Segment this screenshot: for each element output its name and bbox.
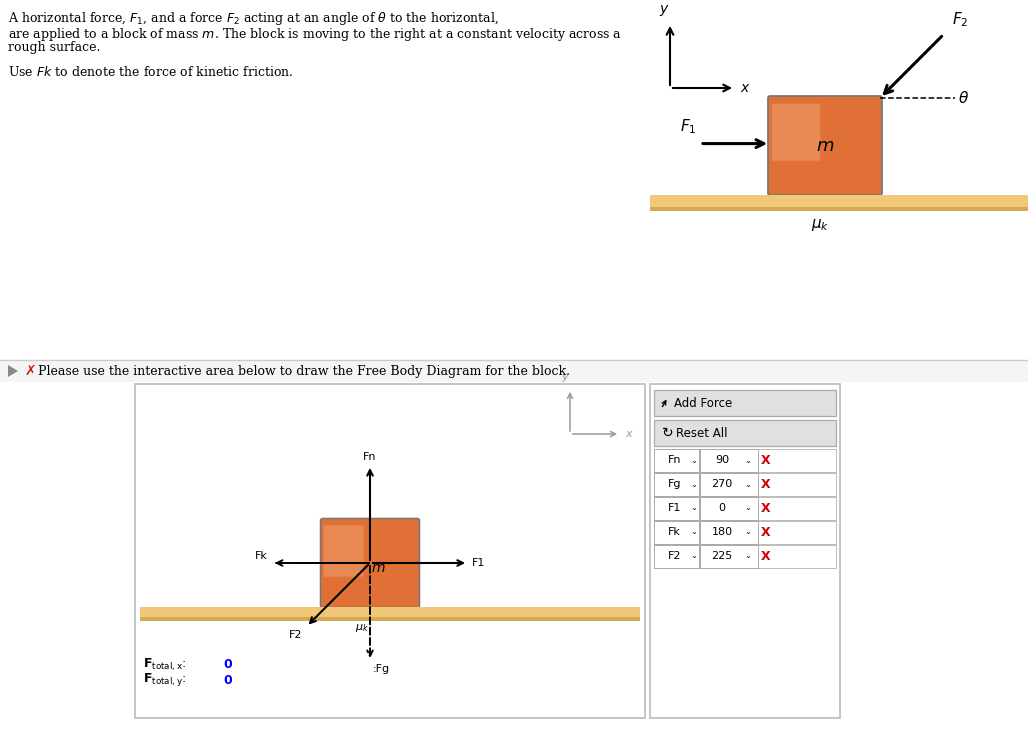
Text: $F_2$: $F_2$ (952, 10, 968, 29)
Text: X: X (761, 501, 771, 515)
Text: ⌄: ⌄ (744, 527, 751, 536)
Bar (654, 521, 699, 544)
Text: $x$: $x$ (740, 81, 750, 95)
FancyBboxPatch shape (772, 104, 820, 161)
Text: Use $Fk$ to denote the force of kinetic friction.: Use $Fk$ to denote the force of kinetic … (8, 65, 294, 79)
Bar (654, 521, 836, 544)
Text: $\mathbf{F}_{\mathrm{total,x}}$:: $\mathbf{F}_{\mathrm{total,x}}$: (143, 657, 186, 673)
Text: F1: F1 (667, 503, 681, 513)
Text: 90: 90 (715, 455, 729, 465)
Bar (700, 449, 758, 472)
Text: ⌄: ⌄ (744, 456, 751, 465)
Text: F1: F1 (472, 558, 485, 568)
Text: $\theta$: $\theta$ (958, 90, 969, 106)
Text: 225: 225 (711, 551, 733, 561)
Text: ⌄: ⌄ (690, 479, 697, 488)
Bar (654, 545, 699, 568)
Bar (654, 497, 836, 520)
Text: $y$: $y$ (659, 3, 669, 18)
Text: $\mathbf{F}_{\mathrm{total,y}}$:: $\mathbf{F}_{\mathrm{total,y}}$: (143, 672, 186, 688)
Text: rough surface.: rough surface. (8, 41, 101, 54)
Text: Add Force: Add Force (674, 396, 732, 409)
Bar (650, 384, 840, 718)
Text: Fk: Fk (668, 527, 681, 537)
Text: 0: 0 (223, 658, 231, 672)
Text: 180: 180 (711, 527, 733, 537)
Text: 0: 0 (223, 673, 231, 687)
Text: ⌄: ⌄ (690, 503, 697, 512)
Text: Please use the interactive area below to draw the Free Body Diagram for the bloc: Please use the interactive area below to… (38, 364, 570, 378)
Bar (700, 521, 758, 544)
Text: X: X (761, 526, 771, 539)
Text: ⌄: ⌄ (744, 479, 751, 488)
Text: ⌄: ⌄ (690, 527, 697, 536)
Text: 0: 0 (719, 503, 726, 513)
Text: ↻: ↻ (662, 426, 673, 440)
FancyBboxPatch shape (321, 518, 419, 607)
Bar (700, 473, 758, 496)
Text: $m$: $m$ (816, 136, 834, 155)
Bar (700, 545, 758, 568)
Bar (654, 473, 836, 496)
Bar (654, 390, 836, 416)
Text: $\mu_k$: $\mu_k$ (811, 217, 830, 233)
Bar (0, 360, 1028, 382)
Bar (654, 449, 699, 472)
Text: 270: 270 (711, 479, 733, 489)
Text: ⌄: ⌄ (744, 551, 751, 560)
Bar (140, 616, 640, 621)
Polygon shape (8, 365, 19, 377)
Text: :Fg: :Fg (373, 664, 390, 674)
Text: Fn: Fn (363, 452, 376, 462)
Bar (650, 207, 1028, 211)
FancyBboxPatch shape (768, 96, 882, 195)
Bar (135, 384, 645, 718)
Text: $y$: $y$ (560, 372, 570, 384)
Text: Reset All: Reset All (676, 426, 728, 440)
Bar (654, 449, 836, 472)
Text: $m$: $m$ (371, 561, 386, 575)
Text: X: X (761, 453, 771, 467)
Text: A horizontal force, $F_1$, and a force $F_2$ acting at an angle of $\theta$ to t: A horizontal force, $F_1$, and a force $… (8, 10, 499, 27)
Bar (654, 420, 836, 446)
Text: ✗: ✗ (24, 364, 36, 378)
FancyBboxPatch shape (324, 525, 364, 577)
Text: X: X (761, 477, 771, 491)
Bar (654, 545, 836, 568)
Text: Fk: Fk (255, 551, 268, 561)
Text: Fg: Fg (667, 479, 681, 489)
Bar (700, 497, 758, 520)
Text: Fn: Fn (667, 455, 681, 465)
Text: are applied to a block of mass $m$. The block is moving to the right at a consta: are applied to a block of mass $m$. The … (8, 26, 622, 43)
Text: F2: F2 (289, 630, 302, 640)
Text: $\mu_k$: $\mu_k$ (355, 622, 369, 634)
Bar (140, 607, 640, 621)
Text: ⌄: ⌄ (690, 551, 697, 560)
Text: ⌄: ⌄ (744, 503, 751, 512)
Text: F2: F2 (667, 551, 681, 561)
Bar (654, 497, 699, 520)
Text: $x$: $x$ (625, 429, 634, 439)
Text: $F_1$: $F_1$ (680, 117, 696, 135)
Bar (650, 195, 1028, 211)
Text: X: X (761, 550, 771, 562)
Text: ⌄: ⌄ (690, 456, 697, 465)
Bar (654, 473, 699, 496)
